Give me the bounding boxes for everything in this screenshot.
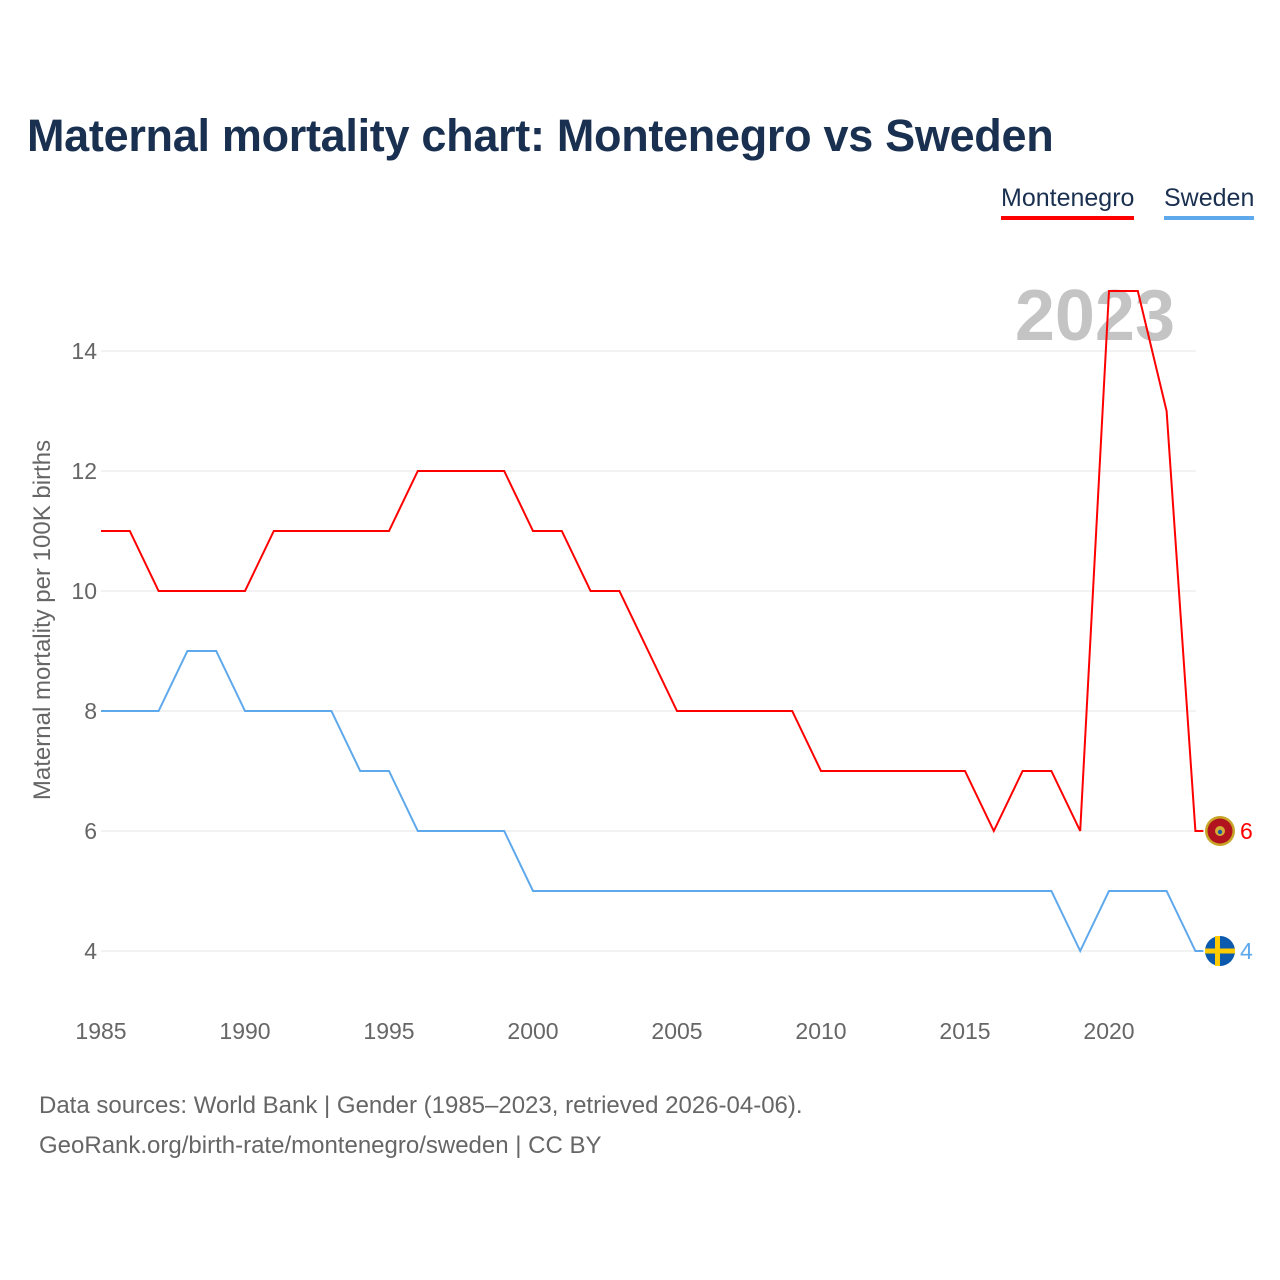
montenegro-flag-icon: [1205, 816, 1235, 846]
x-tick-label: 1985: [75, 1018, 126, 1044]
x-tick-label: 2010: [795, 1018, 846, 1044]
legend-montenegro[interactable]: Montenegro: [1001, 184, 1135, 220]
x-tick-label: 2015: [939, 1018, 990, 1044]
y-tick-label: 14: [71, 338, 97, 364]
sweden-flag-icon: [1205, 936, 1235, 966]
x-tick-label: 1990: [219, 1018, 270, 1044]
end-value-label: 4: [1240, 938, 1253, 964]
x-tick-label: 2000: [507, 1018, 558, 1044]
y-tick-label: 6: [84, 818, 97, 844]
series-line-montenegro: [101, 290, 1204, 834]
end-value-label: 6: [1240, 818, 1253, 844]
x-tick-label: 2020: [1083, 1018, 1134, 1044]
series-line-sweden: [101, 650, 1204, 954]
year-watermark: 2023: [1015, 276, 1175, 356]
x-tick-label: 1995: [363, 1018, 414, 1044]
x-tick-label: 2005: [651, 1018, 702, 1044]
footer: Data sources: World Bank | Gender (1985–…: [39, 1086, 803, 1166]
y-tick-label: 12: [71, 458, 97, 484]
footer-sources: Data sources: World Bank | Gender (1985–…: [39, 1092, 803, 1119]
footer-link[interactable]: GeoRank.org/birth-rate/montenegro/sweden…: [39, 1132, 602, 1159]
y-axis-label: Maternal mortality per 100K births: [29, 440, 56, 800]
y-tick-label: 10: [71, 578, 97, 604]
chart-title: Maternal mortality chart: Montenegro vs …: [27, 110, 1054, 161]
legend-sweden[interactable]: Sweden: [1164, 184, 1255, 220]
y-tick-label: 8: [84, 698, 97, 724]
y-tick-label: 4: [84, 938, 97, 964]
